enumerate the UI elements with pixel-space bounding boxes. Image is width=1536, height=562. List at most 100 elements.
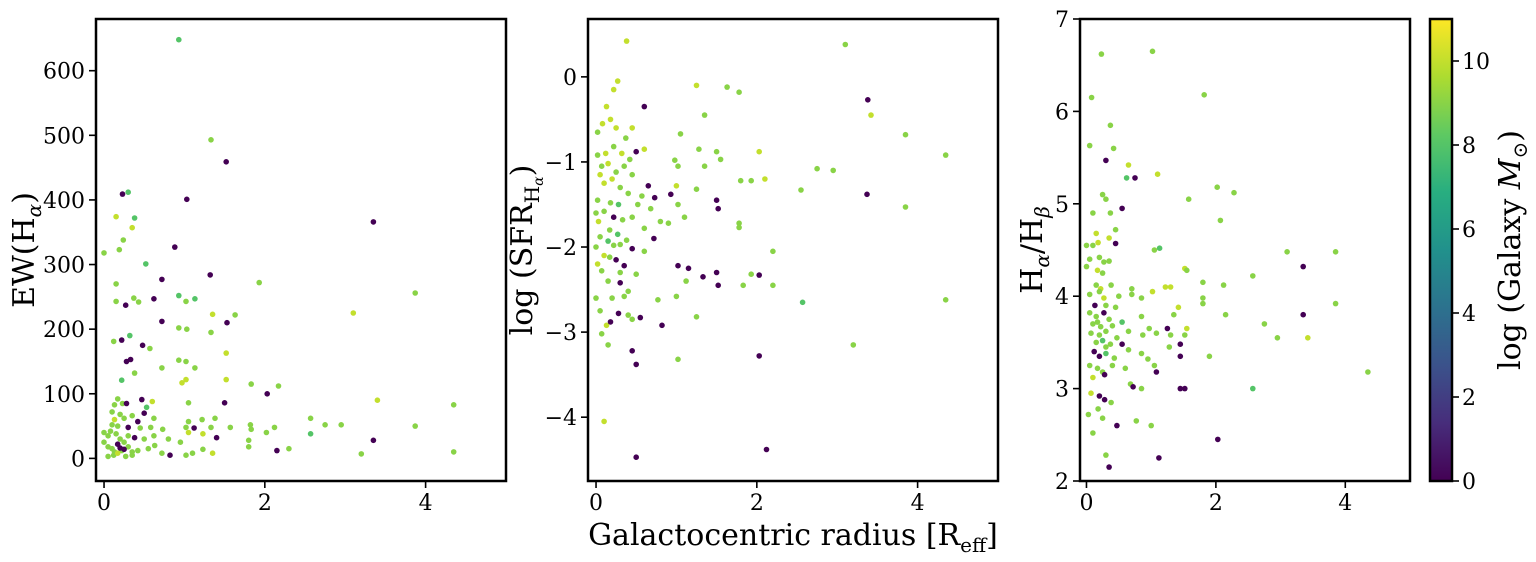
scatter-point <box>594 261 601 267</box>
scatter-point <box>1086 256 1093 263</box>
scatter-point <box>1184 267 1190 274</box>
scatter-point <box>717 156 724 163</box>
scatter-point <box>1096 332 1103 338</box>
scatter-point <box>191 425 197 431</box>
scatter-point <box>1106 316 1112 323</box>
y-tick-label: 5 <box>1055 193 1069 218</box>
scatter-point <box>1177 385 1184 392</box>
x-tick-label: 4 <box>911 491 925 516</box>
scatter-point <box>614 231 621 238</box>
scatter-point <box>713 269 720 276</box>
scatter-point <box>598 331 605 337</box>
scatter-point <box>1091 348 1097 355</box>
scatter-point <box>1206 353 1213 360</box>
scatter-point <box>1220 282 1227 288</box>
scatter-point <box>1114 422 1120 429</box>
scatter-point <box>693 82 700 89</box>
scatter-point <box>1108 282 1114 288</box>
scatter-point <box>110 338 117 345</box>
scatter-point <box>109 422 115 428</box>
x-tick-label: 2 <box>258 491 272 516</box>
scatter-point <box>609 176 615 182</box>
scatter-point <box>147 345 153 352</box>
scatter-point <box>597 171 603 178</box>
scatter-point <box>117 436 123 442</box>
scatter-point <box>613 257 619 263</box>
scatter-point <box>1122 365 1129 372</box>
scatter-point <box>593 210 599 216</box>
scatter-point <box>1123 175 1130 181</box>
scatter-point <box>1090 242 1096 249</box>
scatter-point <box>1101 310 1107 316</box>
scatter-point <box>1167 284 1174 290</box>
scatter-point <box>114 423 121 429</box>
scatter-point <box>1125 328 1132 335</box>
scatter-point <box>902 204 909 210</box>
scatter-point <box>639 193 645 199</box>
scatter-point <box>748 271 754 278</box>
scatter-point <box>1085 411 1092 418</box>
scatter-point <box>185 429 192 436</box>
scatter-point <box>121 415 127 422</box>
scatter-point <box>1086 362 1093 369</box>
scatter-point <box>633 454 639 461</box>
scatter-point <box>597 308 603 314</box>
scatter-point <box>1200 279 1206 286</box>
scatter-point <box>629 125 635 131</box>
scatter-point <box>693 186 700 192</box>
scatter-point <box>121 446 127 453</box>
scatter-point <box>601 252 607 259</box>
scatter-point <box>633 148 639 155</box>
scatter-point <box>641 146 648 152</box>
scatter-point <box>125 424 131 431</box>
y-tick-label: 400 <box>43 189 85 214</box>
x-tick-label: 2 <box>1209 491 1223 516</box>
scatter-point <box>657 218 664 225</box>
scatter-point <box>1332 249 1339 255</box>
scatter-point <box>1231 189 1237 196</box>
scatter-point <box>647 205 654 212</box>
scatter-point <box>617 241 623 248</box>
scatter-point <box>627 156 633 163</box>
scatter-point <box>135 418 141 425</box>
scatter-point <box>131 215 138 221</box>
scatter-point <box>942 152 949 158</box>
scatter-point <box>1132 175 1138 181</box>
scatter-point <box>1151 362 1158 369</box>
scatter-point <box>1125 347 1132 353</box>
scatter-point <box>696 146 702 152</box>
scatter-point <box>651 235 657 242</box>
scatter-point <box>1138 313 1145 320</box>
scatter-point <box>629 316 635 323</box>
scatter-point <box>675 201 681 208</box>
scatter-point <box>111 416 118 423</box>
scatter-point <box>740 282 746 289</box>
scatter-point <box>227 424 234 431</box>
scatter-point <box>1305 335 1311 341</box>
scatter-point <box>1114 335 1120 341</box>
scatter-point <box>412 290 419 296</box>
scatter-point <box>605 278 611 284</box>
scatter-point <box>601 208 607 215</box>
scatter-point <box>248 426 254 433</box>
scatter-point <box>594 197 601 203</box>
scatter-point <box>247 422 254 428</box>
scatter-point <box>1185 196 1192 202</box>
scatter-point <box>1107 210 1114 216</box>
scatter-point <box>123 358 130 365</box>
scatter-point <box>223 376 229 383</box>
scatter-point <box>1107 341 1114 348</box>
scatter-point <box>619 217 626 223</box>
y-tick-label: 2 <box>1055 470 1069 495</box>
scatter-point <box>673 183 680 189</box>
scatter-point <box>131 295 137 301</box>
scatter-point <box>607 200 614 206</box>
scatter-point <box>101 439 107 446</box>
scatter-point <box>599 120 606 127</box>
scatter-point <box>1109 323 1116 329</box>
scatter-point <box>645 183 652 189</box>
scatter-point <box>673 293 680 300</box>
scatter-point <box>814 165 820 172</box>
